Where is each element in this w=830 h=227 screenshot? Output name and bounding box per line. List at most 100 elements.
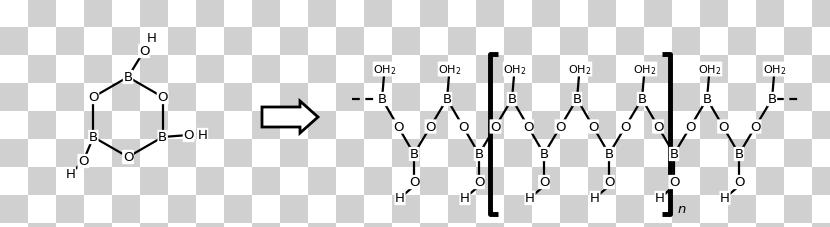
Text: O: O	[158, 91, 168, 104]
Bar	[308, 223, 336, 227]
Bar	[56, 111, 84, 139]
Text: H: H	[66, 168, 76, 181]
Bar	[700, 84, 728, 111]
Bar	[196, 111, 224, 139]
Bar	[84, 195, 112, 223]
Bar	[532, 56, 560, 84]
Bar	[168, 56, 196, 84]
Bar	[812, 195, 830, 223]
Text: O: O	[539, 176, 549, 189]
Bar	[476, 0, 504, 28]
Bar	[84, 28, 112, 56]
Bar	[308, 139, 336, 167]
Text: OH$_2$: OH$_2$	[374, 63, 397, 76]
Text: O: O	[620, 121, 631, 133]
Text: O: O	[393, 121, 403, 133]
Bar	[728, 223, 756, 227]
Bar	[140, 56, 168, 84]
Bar	[644, 28, 672, 56]
Bar	[28, 139, 56, 167]
Bar	[672, 223, 700, 227]
Bar	[280, 223, 308, 227]
Bar	[588, 0, 616, 28]
Bar	[532, 167, 560, 195]
Bar	[532, 0, 560, 28]
Bar	[644, 195, 672, 223]
Bar	[504, 223, 532, 227]
Bar	[280, 84, 308, 111]
Bar	[588, 111, 616, 139]
Bar	[700, 28, 728, 56]
Bar	[644, 0, 672, 28]
Bar	[280, 167, 308, 195]
Bar	[756, 167, 784, 195]
Bar	[784, 111, 812, 139]
Bar	[812, 223, 830, 227]
Text: B: B	[409, 148, 418, 161]
Bar	[784, 84, 812, 111]
Bar	[280, 195, 308, 223]
Bar	[756, 111, 784, 139]
Bar	[672, 56, 700, 84]
Bar	[140, 28, 168, 56]
Bar	[448, 111, 476, 139]
Bar	[616, 195, 644, 223]
Bar	[336, 223, 364, 227]
Bar	[56, 84, 84, 111]
Bar	[812, 84, 830, 111]
Bar	[476, 167, 504, 195]
Text: B: B	[540, 148, 549, 161]
Text: B: B	[442, 93, 452, 106]
Bar	[812, 139, 830, 167]
Bar	[140, 139, 168, 167]
Bar	[336, 28, 364, 56]
Bar	[476, 139, 504, 167]
Bar	[560, 0, 588, 28]
Bar	[392, 84, 420, 111]
Bar	[0, 111, 28, 139]
Bar	[364, 56, 392, 84]
Bar	[560, 139, 588, 167]
Bar	[616, 111, 644, 139]
Bar	[140, 195, 168, 223]
Bar	[756, 28, 784, 56]
Bar	[644, 111, 672, 139]
Text: B: B	[768, 93, 777, 106]
Bar	[588, 167, 616, 195]
Text: OH$_2$: OH$_2$	[698, 63, 721, 76]
Text: n: n	[678, 203, 686, 216]
Bar	[448, 223, 476, 227]
Text: O: O	[88, 91, 99, 104]
Text: O: O	[425, 121, 436, 133]
Bar	[336, 56, 364, 84]
Bar	[0, 56, 28, 84]
Text: H: H	[147, 31, 157, 44]
Text: O: O	[686, 121, 696, 133]
Bar	[812, 56, 830, 84]
Bar	[700, 223, 728, 227]
Bar	[140, 223, 168, 227]
Bar	[196, 195, 224, 223]
Bar	[728, 167, 756, 195]
Bar	[252, 28, 280, 56]
Bar	[616, 84, 644, 111]
Bar	[560, 56, 588, 84]
Bar	[644, 56, 672, 84]
Bar	[280, 111, 308, 139]
Bar	[672, 111, 700, 139]
Bar	[672, 0, 700, 28]
Bar	[588, 139, 616, 167]
Bar	[168, 139, 196, 167]
Bar	[252, 223, 280, 227]
Text: B: B	[158, 131, 167, 144]
Bar	[448, 56, 476, 84]
Bar	[532, 195, 560, 223]
Bar	[644, 139, 672, 167]
Text: O: O	[123, 151, 134, 164]
Bar	[28, 0, 56, 28]
Bar	[112, 223, 140, 227]
Bar	[700, 195, 728, 223]
Text: O: O	[734, 176, 745, 189]
Bar	[196, 223, 224, 227]
Bar	[56, 139, 84, 167]
